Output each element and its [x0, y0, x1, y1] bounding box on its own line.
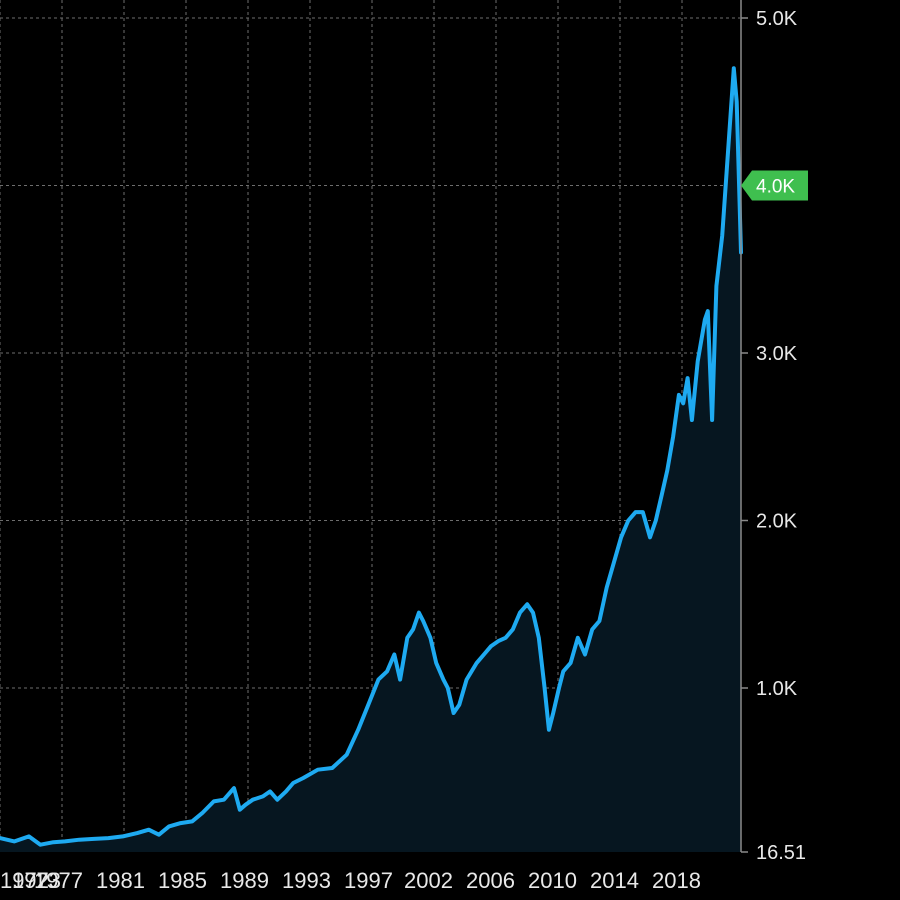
y-tick-label: 1.0K	[756, 678, 798, 700]
x-tick-label: 2010	[528, 868, 577, 893]
x-tick-label: 1972	[0, 868, 49, 893]
x-tick-label: 1985	[158, 868, 207, 893]
x-tick-label: 1973	[12, 868, 61, 893]
badge-label: 4.0K	[756, 177, 795, 198]
badge-shape	[741, 170, 808, 201]
y-tick-label: 5.0K	[756, 8, 798, 30]
y-tick-label: 3.0K	[756, 343, 798, 365]
y-tick-label: 2.0K	[756, 511, 798, 533]
x-tick-label: 1993	[282, 868, 331, 893]
x-tick-label: 2014	[590, 868, 639, 893]
y-axis-ticks: 16.51 1.0K 2.0K 3.0K 4.0K 5.0K	[741, 8, 806, 864]
x-tick-label: 1997	[344, 868, 393, 893]
x-tick-label: 2018	[652, 868, 701, 893]
x-tick-label: 2002	[404, 868, 453, 893]
last-value-badge: 4.0K	[741, 170, 808, 201]
price-line	[0, 66, 743, 847]
y-tick-label: 16.51	[756, 842, 806, 864]
price-area-fill	[0, 68, 741, 853]
x-tick-label: 1981	[96, 868, 145, 893]
x-tick-label: 1977	[34, 868, 83, 893]
x-tick-label: 2006	[466, 868, 515, 893]
x-tick-label: 1989	[220, 868, 269, 893]
